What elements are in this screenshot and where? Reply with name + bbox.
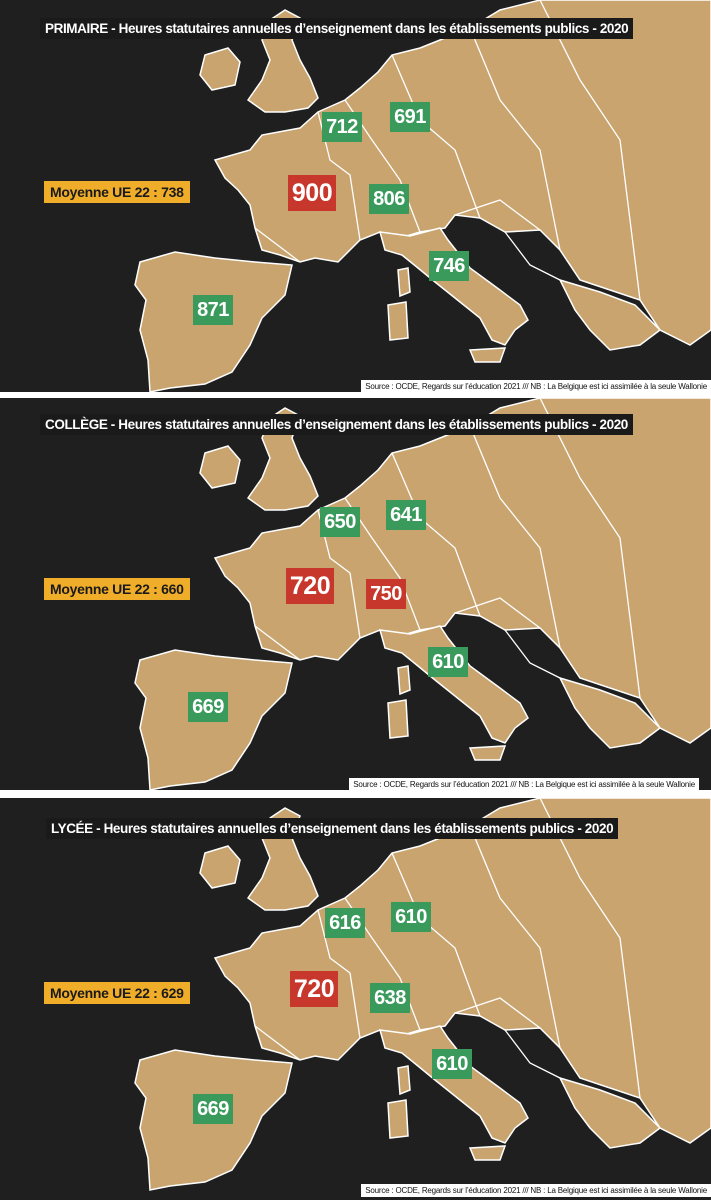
value-belgium: 616	[325, 908, 365, 938]
value-france: 720	[286, 568, 334, 604]
country-border	[539, 398, 641, 699]
country-border	[504, 1029, 561, 1079]
sardinia-shape	[387, 301, 409, 341]
value-germany: 641	[386, 500, 426, 530]
value-italy: 610	[432, 1049, 472, 1079]
sardinia-shape	[387, 699, 409, 739]
source-note: Source : OCDE, Regards sur l’éducation 2…	[349, 778, 699, 790]
ireland-shape	[199, 445, 241, 489]
panel-title: PRIMAIRE - Heures statutaires annuelles …	[40, 18, 634, 39]
corsica-shape	[397, 1065, 411, 1096]
country-border	[391, 54, 481, 219]
ireland-shape	[199, 47, 241, 91]
value-germany: 691	[390, 102, 430, 132]
value-switzerland: 638	[370, 983, 410, 1013]
source-note: Source : OCDE, Regards sur l’éducation 2…	[361, 1184, 711, 1197]
corsica-shape	[397, 665, 411, 696]
panel-title: COLLÈGE - Heures statutaires annuelles d…	[40, 414, 633, 435]
value-france: 900	[288, 175, 336, 211]
value-germany: 610	[391, 902, 431, 932]
value-italy: 746	[429, 251, 469, 281]
value-france: 720	[290, 971, 338, 1007]
map-panel-college: COLLÈGE - Heures statutaires annuelles d…	[0, 398, 711, 790]
country-border	[454, 199, 541, 231]
sicily-shape	[468, 347, 507, 363]
map-panel-primaire: PRIMAIRE - Heures statutaires annuelles …	[0, 0, 711, 392]
eu-average-badge: Moyenne UE 22 : 660	[44, 578, 190, 600]
value-switzerland: 750	[366, 579, 406, 609]
country-border	[469, 27, 561, 251]
value-belgium: 712	[322, 112, 362, 142]
country-border	[469, 825, 561, 1049]
country-border	[454, 597, 541, 629]
balkans-shape	[558, 676, 662, 749]
value-spain: 669	[193, 1094, 233, 1124]
value-belgium: 650	[320, 507, 360, 537]
country-border	[539, 0, 641, 301]
country-border	[504, 629, 561, 679]
country-border	[254, 227, 301, 263]
map-panel-lycee: LYCÉE - Heures statutaires annuelles d’e…	[0, 798, 711, 1200]
corsica-shape	[397, 267, 411, 298]
panel-title: LYCÉE - Heures statutaires annuelles d’e…	[46, 818, 619, 839]
country-border	[254, 1025, 301, 1061]
value-spain: 669	[188, 692, 228, 722]
sicily-shape	[468, 1145, 507, 1161]
country-border	[504, 231, 561, 281]
ireland-shape	[199, 845, 241, 889]
balkans-shape	[558, 1076, 662, 1149]
country-border	[391, 852, 481, 1017]
country-border	[317, 909, 361, 1039]
country-border	[254, 625, 301, 661]
source-note: Source : OCDE, Regards sur l’éducation 2…	[361, 380, 711, 392]
value-switzerland: 806	[369, 184, 409, 214]
eu-average-badge: Moyenne UE 22 : 738	[44, 181, 190, 203]
value-italy: 610	[428, 647, 468, 677]
balkans-shape	[558, 278, 662, 351]
italy-shape	[378, 1025, 529, 1144]
country-border	[469, 425, 561, 649]
sicily-shape	[468, 745, 507, 761]
italy-shape	[378, 227, 529, 346]
country-border	[454, 997, 541, 1029]
sardinia-shape	[387, 1099, 409, 1139]
eu-average-badge: Moyenne UE 22 : 629	[44, 982, 190, 1004]
country-border	[391, 452, 481, 617]
value-spain: 871	[193, 295, 233, 325]
italy-shape	[378, 625, 529, 744]
